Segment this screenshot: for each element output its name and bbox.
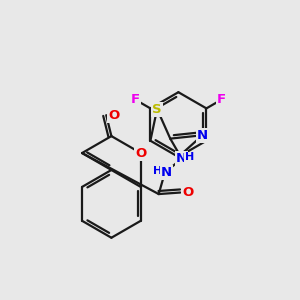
Text: O: O — [108, 109, 119, 122]
Text: F: F — [130, 93, 140, 106]
Text: H: H — [152, 166, 162, 176]
Text: N: N — [161, 166, 172, 179]
Text: F: F — [217, 93, 226, 106]
Text: O: O — [135, 146, 146, 160]
Text: H: H — [185, 152, 194, 162]
Text: S: S — [152, 103, 162, 116]
Text: O: O — [182, 186, 194, 199]
Text: N: N — [197, 129, 208, 142]
Text: N: N — [176, 152, 188, 165]
